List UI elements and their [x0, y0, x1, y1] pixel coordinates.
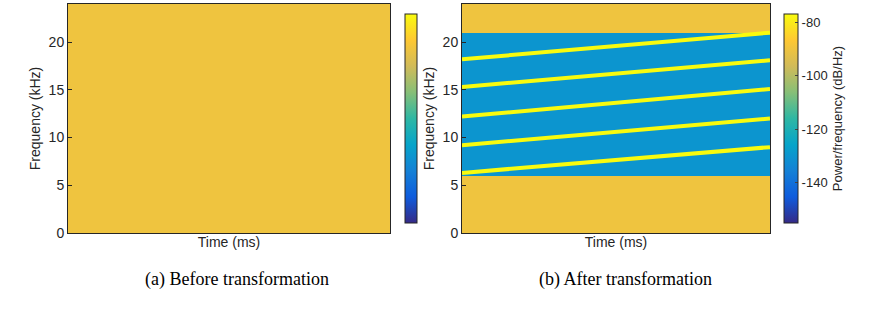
svg-text:(a) Before transformation: (a) Before transformation [145, 269, 329, 290]
svg-text:-120: -120 [802, 122, 828, 137]
svg-text:Frequency (kHz): Frequency (kHz) [27, 67, 43, 170]
svg-text:10: 10 [49, 129, 65, 145]
svg-text:0: 0 [450, 225, 458, 241]
svg-text:Time (ms): Time (ms) [585, 234, 647, 250]
svg-text:5: 5 [450, 177, 458, 193]
svg-text:(b) After transformation: (b) After transformation [539, 269, 712, 290]
svg-text:20: 20 [443, 34, 459, 50]
svg-text:5: 5 [56, 177, 64, 193]
svg-text:-80: -80 [802, 15, 821, 30]
svg-text:-100: -100 [802, 68, 828, 83]
svg-text:Power/frequency (dB/Hz): Power/frequency (dB/Hz) [830, 46, 845, 191]
svg-text:-140: -140 [802, 175, 828, 190]
svg-text:Time (ms): Time (ms) [198, 234, 260, 250]
svg-text:0: 0 [56, 225, 64, 241]
svg-text:15: 15 [49, 82, 65, 98]
svg-text:20: 20 [49, 34, 65, 50]
svg-text:Frequency (kHz): Frequency (kHz) [421, 67, 437, 170]
svg-text:15: 15 [443, 82, 459, 98]
svg-text:10: 10 [443, 129, 459, 145]
